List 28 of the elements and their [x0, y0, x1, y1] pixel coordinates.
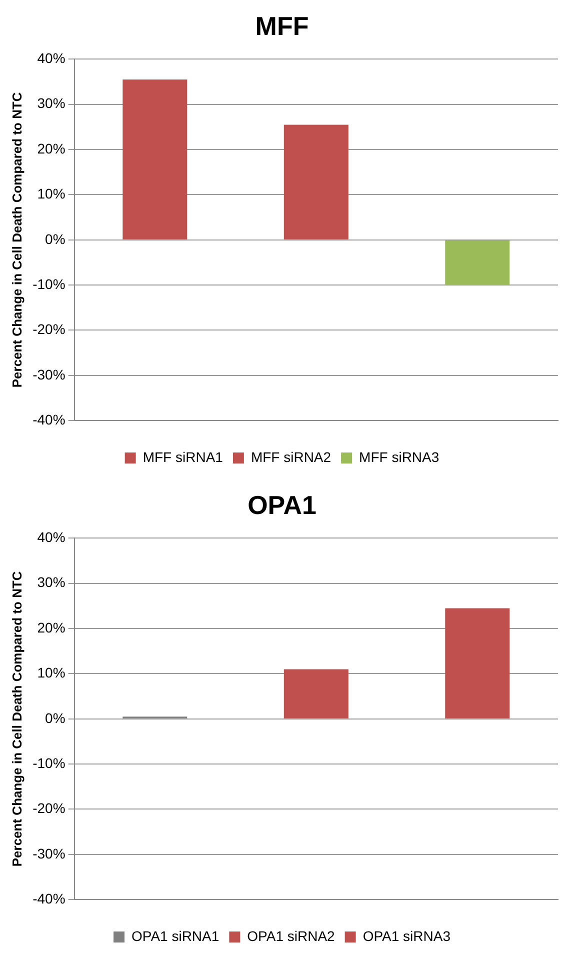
y-tick-label: 30%	[37, 574, 66, 590]
y-tick-label: 10%	[37, 664, 66, 681]
y-tick-label: 40%	[37, 50, 66, 66]
chart-title: OPA1	[248, 490, 316, 520]
y-tick-label: 20%	[37, 619, 66, 636]
y-tick-label: -10%	[32, 276, 66, 292]
y-tick-label: -30%	[32, 366, 66, 382]
chart-title: MFF	[255, 10, 309, 41]
y-tick-label: 30%	[37, 95, 66, 112]
y-tick-label: 10%	[37, 186, 66, 202]
y-tick-label: -20%	[32, 321, 66, 338]
y-axis-title: Percent Change in Cell Death Compared to NTC	[9, 570, 24, 867]
y-tick-label: -30%	[32, 845, 66, 862]
legend-label: MFF siRNA1	[142, 448, 224, 465]
y-tick-label: 0%	[45, 710, 66, 726]
legend-label: MFF siRNA3	[359, 448, 440, 465]
y-tick-label: -40%	[32, 411, 66, 428]
legend-label: OPA1 siRNA3	[362, 928, 451, 944]
legend-label: MFF siRNA2	[250, 448, 332, 465]
legend-label: OPA1 siRNA1	[132, 928, 220, 944]
y-tick-label: 20%	[37, 140, 66, 156]
y-tick-label: -40%	[32, 890, 66, 906]
y-tick-label: 40%	[37, 529, 66, 546]
y-tick-label: -10%	[32, 754, 66, 771]
y-axis-title: Percent Change in Cell Death Compared to NTC	[9, 92, 24, 388]
y-tick-label: 0%	[45, 230, 66, 247]
legend-label: OPA1 siRNA2	[247, 928, 336, 944]
y-tick-label: -20%	[32, 800, 66, 816]
